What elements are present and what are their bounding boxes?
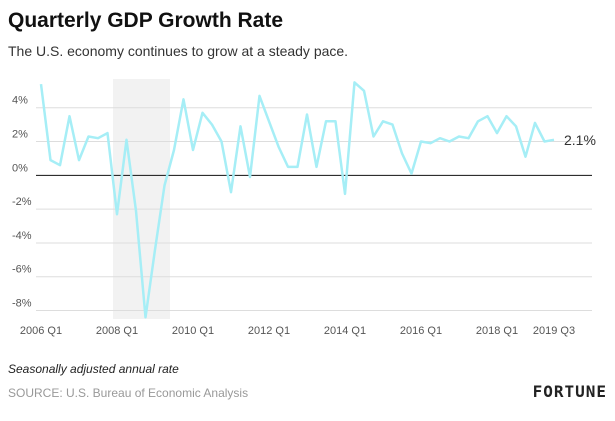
x-tick-label: 2019 Q3: [533, 325, 575, 337]
note: Seasonally adjusted annual rate: [8, 362, 179, 376]
data-line: [39, 81, 555, 319]
y-tick-label: 2%: [12, 129, 28, 141]
brand: FORTUNE: [533, 382, 607, 401]
y-tick-label: -2%: [12, 196, 32, 208]
y-tick-label: -6%: [12, 264, 32, 276]
x-tick-label: 2008 Q1: [96, 325, 138, 337]
y-tick-label: 0%: [12, 162, 28, 174]
x-tick-label: 2012 Q1: [248, 325, 290, 337]
x-tick-label: 2016 Q1: [400, 325, 442, 337]
chart-title: Quarterly GDP Growth Rate: [8, 9, 283, 32]
x-tick-label: 2018 Q1: [476, 325, 518, 337]
y-tick-label: 4%: [12, 95, 28, 107]
x-tick-label: 2014 Q1: [324, 325, 366, 337]
value-label: 2.1%: [564, 132, 596, 148]
source: SOURCE: U.S. Bureau of Economic Analysis: [8, 386, 248, 400]
y-tick-label: -8%: [12, 298, 32, 310]
y-tick-label: -4%: [12, 230, 32, 242]
x-tick-label: 2010 Q1: [172, 325, 214, 337]
x-tick-label: 2006 Q1: [20, 325, 62, 337]
chart-subtitle: The U.S. economy continues to grow at a …: [8, 43, 348, 59]
